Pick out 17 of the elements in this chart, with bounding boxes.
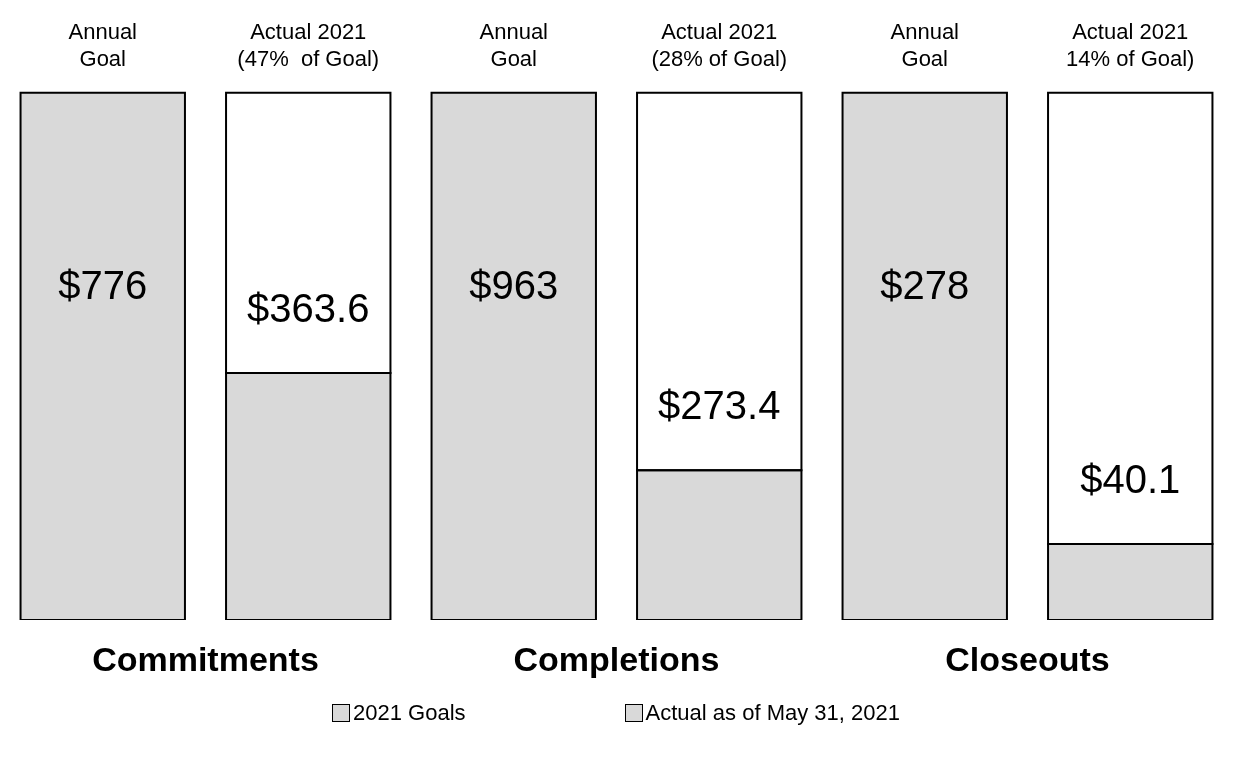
x-axis-title: Closeouts xyxy=(944,640,1111,679)
data-label: $40.1 xyxy=(1080,456,1181,501)
x-tick-label: Annual Goal xyxy=(68,19,138,71)
data-label: $776 xyxy=(58,262,148,307)
x-tick-label: Annual Goal xyxy=(890,19,960,71)
x-tick-label: Actual 2021 (47% of Goal) xyxy=(237,19,380,71)
legend-label: 2021 Goals xyxy=(353,700,466,726)
data-label: $963 xyxy=(469,262,559,307)
x-axis-title: Commitments xyxy=(91,640,320,679)
x-tick-label: Annual Goal xyxy=(479,19,549,71)
legend-label: Actual as of May 31, 2021 xyxy=(645,700,900,726)
data-label: $278 xyxy=(880,262,970,307)
data-label: $273.4 xyxy=(658,383,781,428)
x-tick-label: Actual 2021 (28% of Goal) xyxy=(651,19,788,71)
x-axis-title: Completions xyxy=(512,640,721,679)
data-label: $363.6 xyxy=(247,286,370,331)
x-tick-label: Actual 2021 14% of Goal) xyxy=(1066,19,1195,71)
